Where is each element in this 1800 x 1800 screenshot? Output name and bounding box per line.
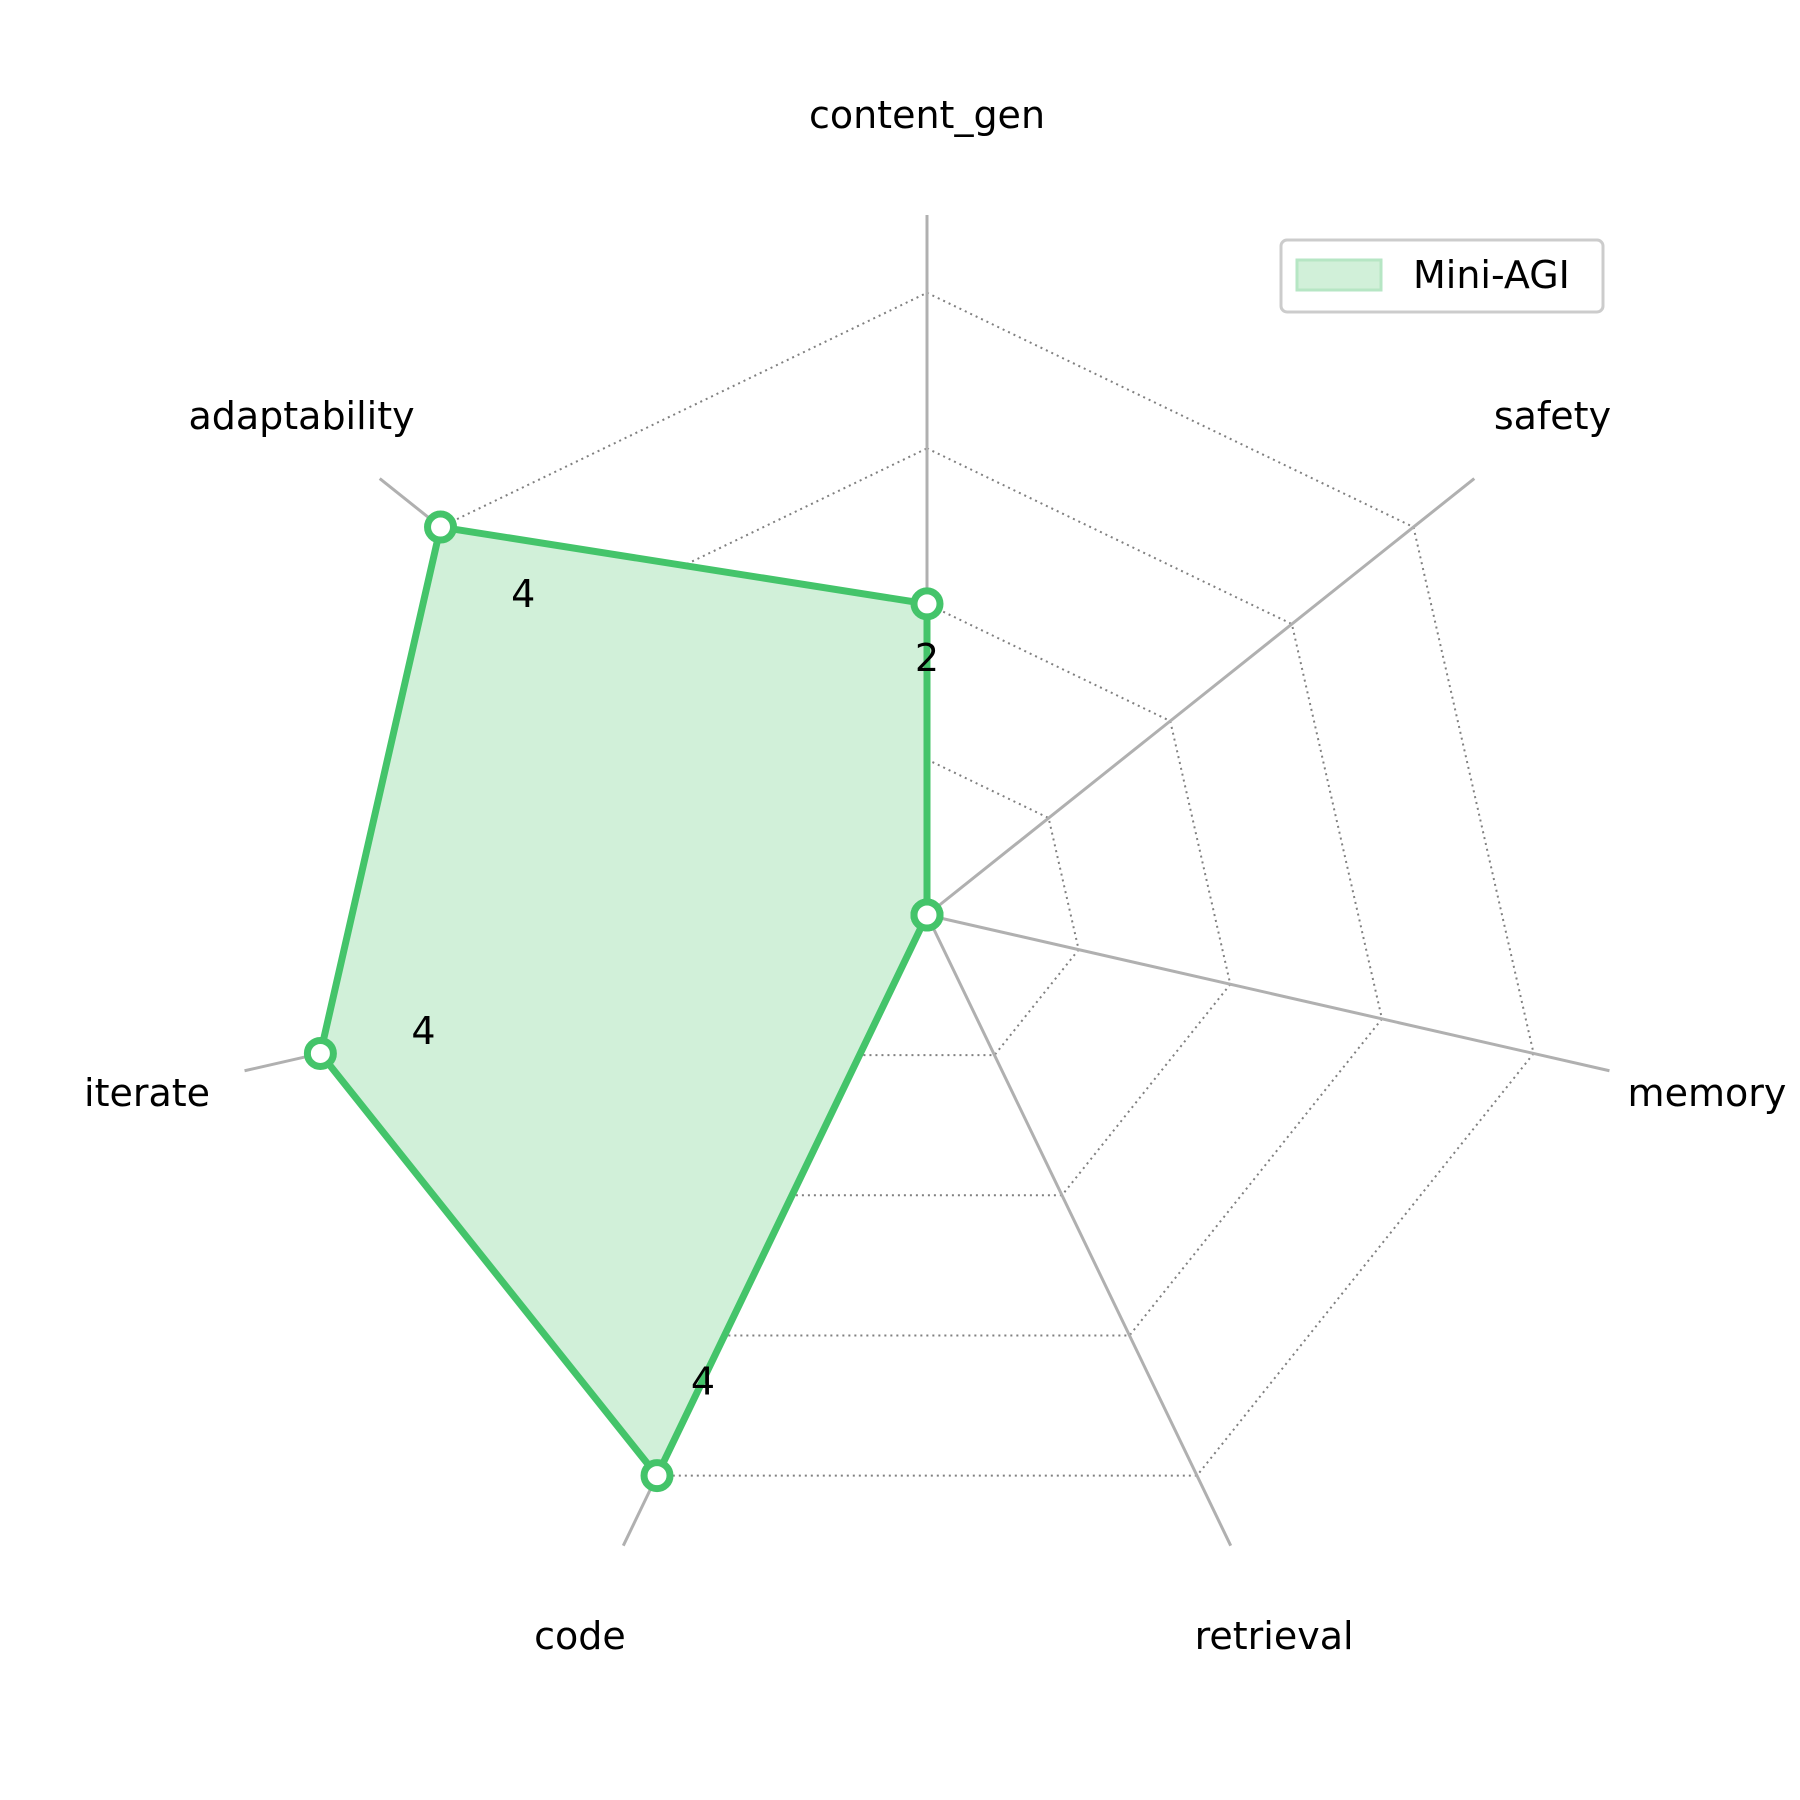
axis-label-safety: safety (1494, 394, 1611, 438)
spoke-memory (926, 913, 1610, 1073)
axis-label-iterate: iterate (84, 1071, 210, 1115)
axis-label-code: code (534, 1614, 626, 1658)
data-point-adaptability (424, 510, 458, 544)
data-point-iterate (303, 1036, 337, 1070)
value-label-code: 4 (691, 1359, 715, 1403)
axis-label-content_gen: content_gen (809, 93, 1045, 137)
data-point-content_gen (910, 587, 944, 621)
legend-label: Mini-AGI (1413, 253, 1570, 297)
grid-ring-3 (470, 447, 1384, 1337)
axis-label-adaptability: adaptability (188, 394, 414, 438)
legend: Mini-AGI (1279, 238, 1605, 314)
axis-label-retrieval: retrieval (1195, 1614, 1354, 1658)
series-line (316, 523, 931, 1480)
value-label-content_gen: 2 (915, 636, 939, 680)
series-layer (303, 510, 944, 1493)
data-point-retrieval (910, 898, 944, 932)
axis-label-memory: memory (1628, 1071, 1787, 1115)
value-label-adaptability: 4 (511, 572, 535, 616)
data-point-code (640, 1459, 674, 1493)
legend-swatch (1295, 258, 1383, 292)
value-label-iterate: 4 (411, 1009, 435, 1053)
spoke-safety (926, 477, 1476, 917)
value-labels: 2 4 4 4 (411, 572, 939, 1403)
spoke-retrieval (925, 914, 1233, 1547)
legend-frame (1279, 238, 1605, 314)
